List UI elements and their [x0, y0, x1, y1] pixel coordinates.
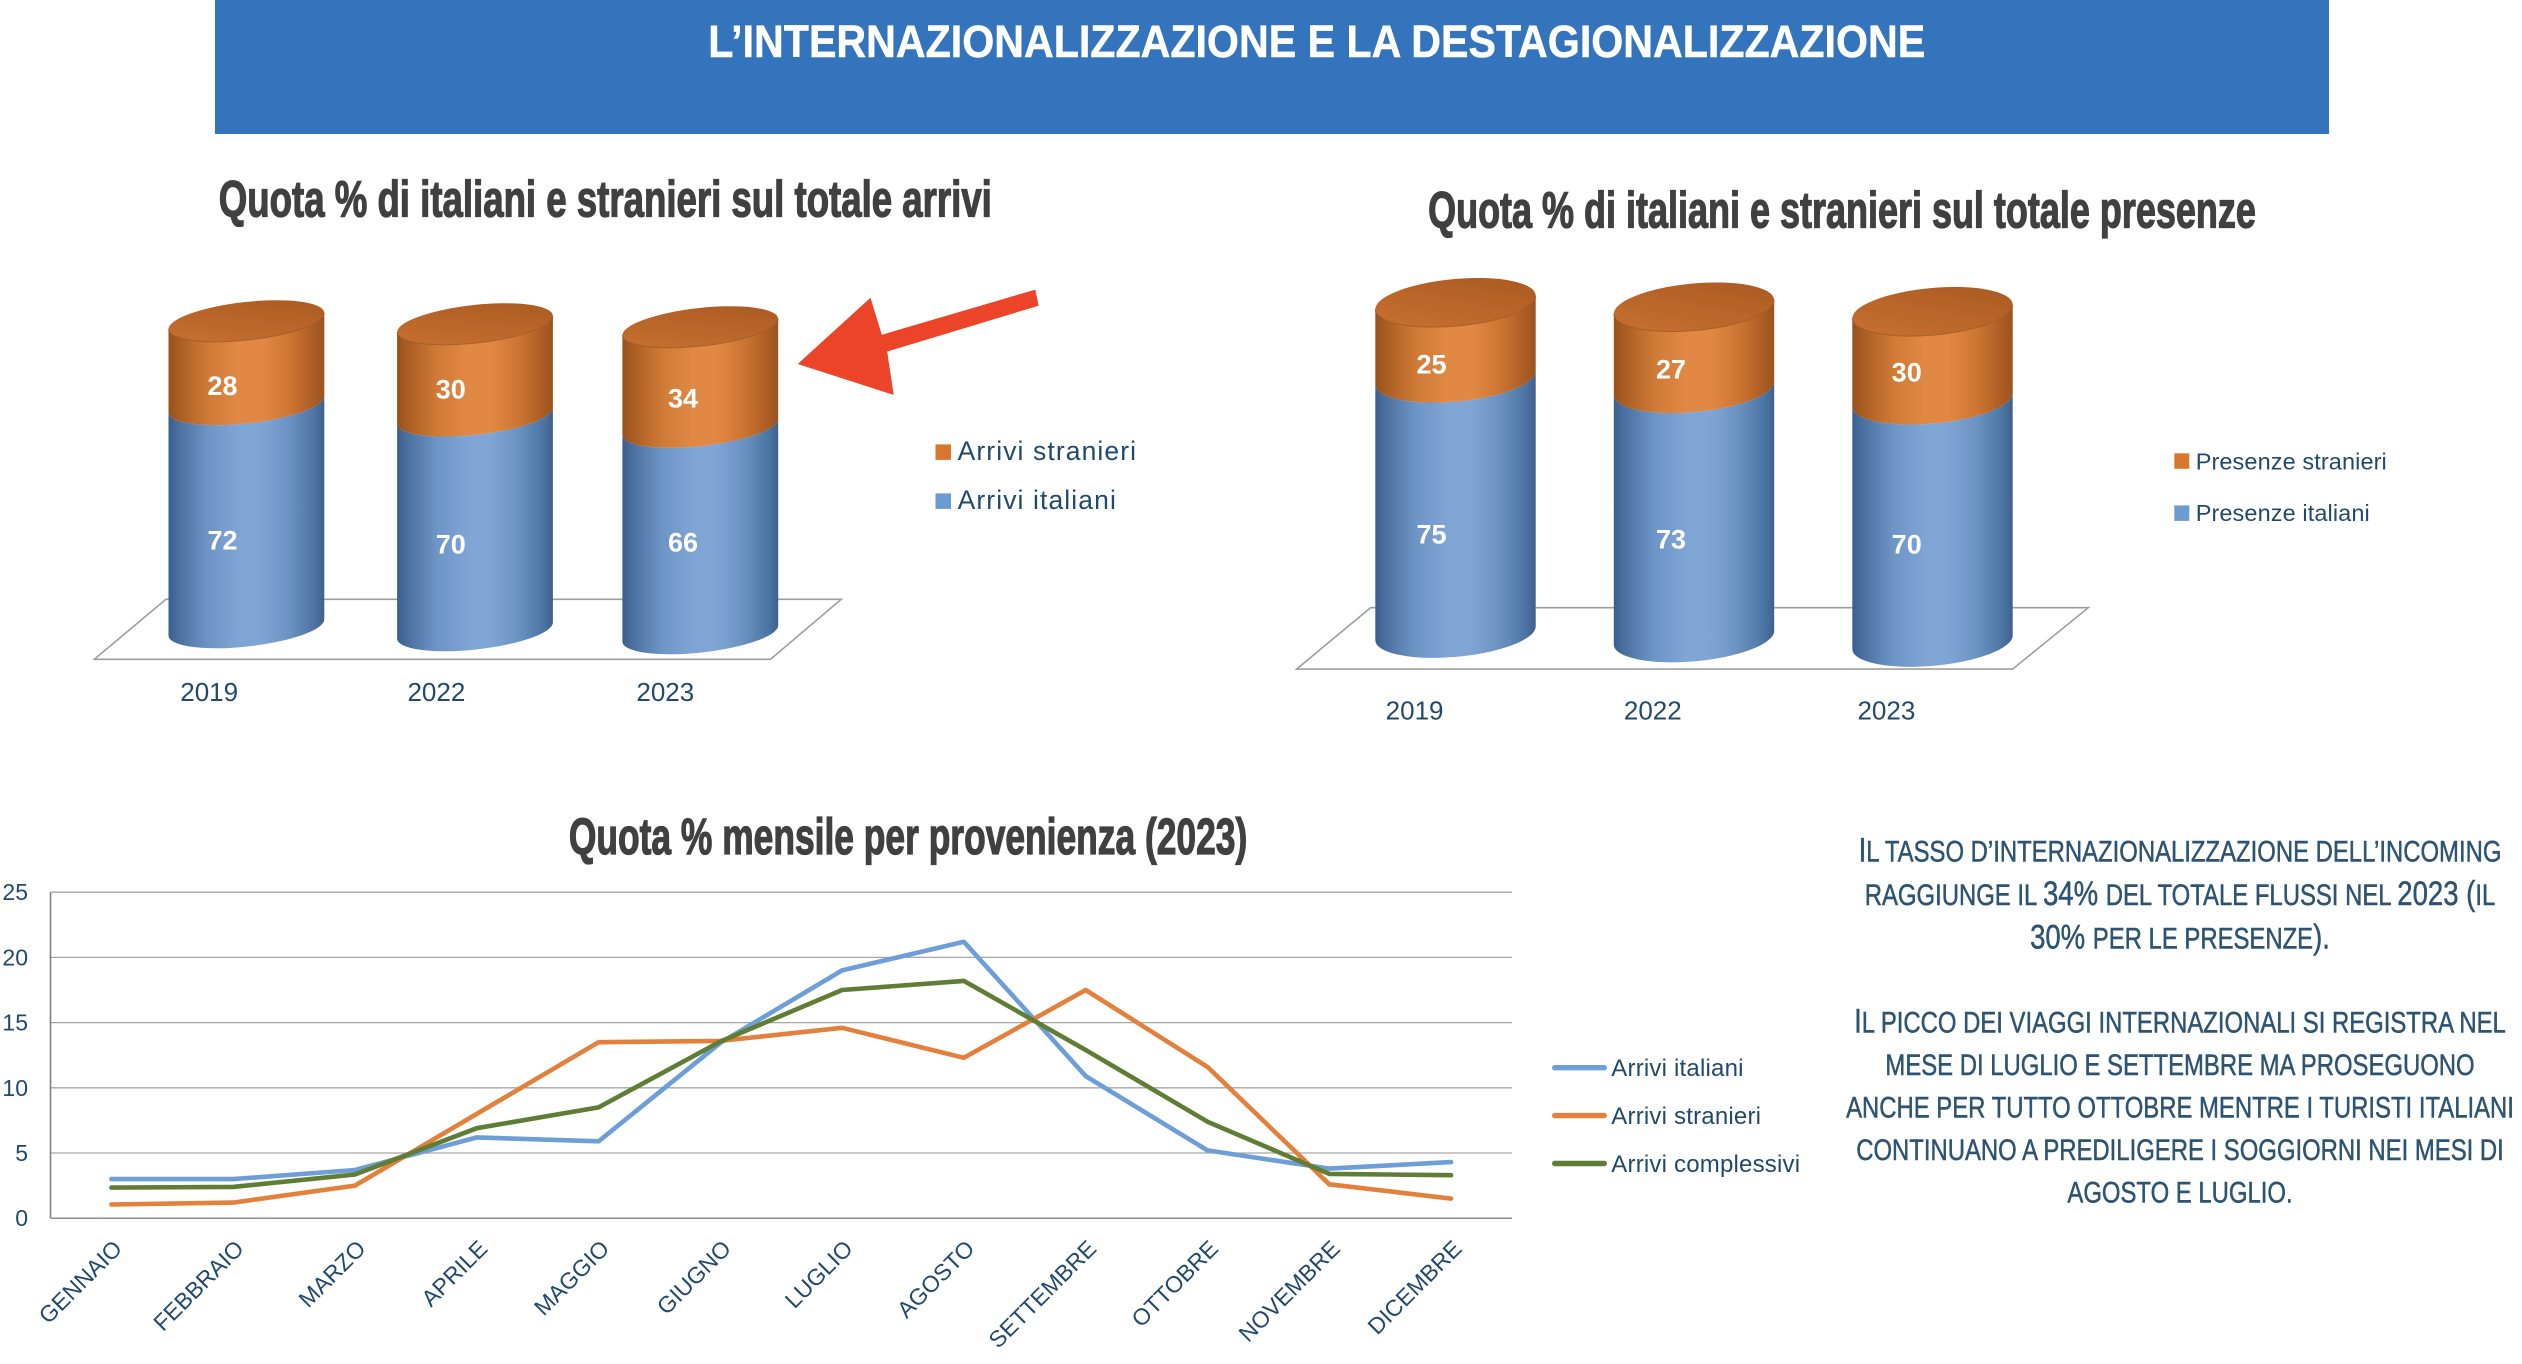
svg-text:L’INTERNAZIONALIZZAZIONE E LA: L’INTERNAZIONALIZZAZIONE E LA DESTAGIONA… [708, 18, 1925, 68]
svg-text:Arrivi italiani: Arrivi italiani [1611, 1055, 1743, 1082]
svg-text:2019: 2019 [1386, 696, 1444, 726]
svg-text:OTTOBRE: OTTOBRE [1126, 1235, 1223, 1332]
svg-text:MAGGIO: MAGGIO [529, 1235, 614, 1320]
svg-text:73: 73 [1656, 525, 1686, 555]
svg-text:FEBBRAIO: FEBBRAIO [148, 1235, 249, 1336]
svg-text:34: 34 [668, 384, 698, 414]
svg-text:66: 66 [668, 528, 698, 558]
svg-text:AGOSTO: AGOSTO [892, 1235, 980, 1323]
svg-text:DICEMBRE: DICEMBRE [1362, 1235, 1466, 1339]
svg-text:IL PICCO DEI VIAGGI INTERNAZIO: IL PICCO DEI VIAGGI INTERNAZIONALI SI RE… [1854, 1002, 2506, 1040]
svg-text:0: 0 [15, 1205, 28, 1231]
svg-text:Presenze stranieri: Presenze stranieri [2196, 449, 2387, 475]
svg-text:27: 27 [1656, 355, 1686, 385]
svg-text:CONTINUANO A PREDILIGERE I SOG: CONTINUANO A PREDILIGERE I SOGGIORNI NEI… [1856, 1134, 2504, 1167]
svg-text:AGOSTO E LUGLIO.: AGOSTO E LUGLIO. [2067, 1176, 2292, 1209]
svg-text:2023: 2023 [636, 677, 694, 707]
svg-text:2019: 2019 [180, 677, 238, 707]
svg-text:SETTEMBRE: SETTEMBRE [983, 1235, 1101, 1353]
svg-text:Quota % mensile per provenienz: Quota % mensile per provenienza (2023) [569, 809, 1247, 866]
svg-text:Arrivi stranieri: Arrivi stranieri [1611, 1103, 1761, 1130]
svg-text:30: 30 [436, 375, 466, 405]
svg-text:Arrivi italiani: Arrivi italiani [958, 485, 1117, 515]
svg-text:APRILE: APRILE [416, 1235, 492, 1311]
svg-text:25: 25 [2, 879, 28, 905]
svg-text:MARZO: MARZO [293, 1235, 370, 1312]
svg-text:Arrivi stranieri: Arrivi stranieri [958, 436, 1138, 466]
svg-text:28: 28 [207, 371, 237, 401]
svg-text:72: 72 [207, 526, 237, 556]
svg-text:2022: 2022 [1624, 696, 1682, 726]
svg-text:2023: 2023 [1857, 696, 1915, 726]
svg-text:70: 70 [1892, 530, 1922, 560]
svg-text:Arrivi complessivi: Arrivi complessivi [1611, 1151, 1800, 1178]
svg-text:NOVEMBRE: NOVEMBRE [1233, 1235, 1344, 1346]
svg-text:GIUGNO: GIUGNO [652, 1235, 736, 1319]
svg-text:MESE DI LUGLIO E SETTEMBRE MA: MESE DI LUGLIO E SETTEMBRE MA PROSEGUONO [1885, 1049, 2474, 1082]
svg-text:25: 25 [1416, 350, 1446, 380]
svg-text:30: 30 [1892, 358, 1922, 388]
svg-text:Quota % di italiani e stranier: Quota % di italiani e stranieri sul tota… [219, 172, 992, 228]
svg-text:20: 20 [2, 944, 28, 970]
svg-text:GENNAIO: GENNAIO [34, 1235, 127, 1328]
svg-text:Presenze italiani: Presenze italiani [2196, 500, 2370, 526]
svg-text:LUGLIO: LUGLIO [780, 1235, 858, 1313]
svg-text:70: 70 [436, 530, 466, 560]
svg-text:10: 10 [2, 1075, 28, 1101]
svg-text:30% PER LE PRESENZE).: 30% PER LE PRESENZE). [2030, 918, 2330, 956]
svg-text:IL TASSO D’INTERNAZIONALIZZAZI: IL TASSO D’INTERNAZIONALIZZAZIONE DELL’I… [1859, 831, 2502, 869]
svg-text:2022: 2022 [407, 677, 465, 707]
svg-text:15: 15 [2, 1010, 28, 1036]
svg-text:RAGGIUNGE IL 34% DEL TOTALE FL: RAGGIUNGE IL 34% DEL TOTALE FLUSSI NEL 2… [1865, 874, 2496, 912]
svg-text:ANCHE PER TUTTO OTTOBRE MENTRE: ANCHE PER TUTTO OTTOBRE MENTRE I TURISTI… [1846, 1091, 2514, 1124]
svg-text:5: 5 [15, 1140, 28, 1166]
svg-text:Quota % di italiani e stranier: Quota % di italiani e stranieri sul tota… [1428, 183, 2256, 240]
svg-text:75: 75 [1416, 520, 1446, 550]
